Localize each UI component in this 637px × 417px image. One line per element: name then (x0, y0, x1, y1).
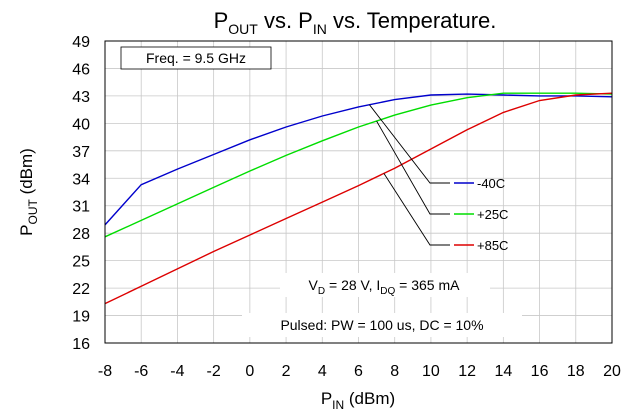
y-tick-label: 34 (72, 171, 90, 188)
x-tick-label: 6 (354, 363, 363, 380)
legend-leader-line (383, 173, 450, 246)
series-line-40c (104, 93, 613, 226)
svg-text:Pulsed: PW = 100 us, DC = 10%: Pulsed: PW = 100 us, DC = 10% (280, 317, 483, 333)
svg-text:VD = 28 V, IDQ = 365 mA: VD = 28 V, IDQ = 365 mA (309, 277, 461, 297)
grid (105, 41, 612, 343)
y-axis-label: POUT (dBm) (17, 148, 40, 236)
series-lines (104, 92, 613, 305)
x-tick-label: -6 (134, 363, 148, 380)
x-tick-label: 10 (422, 363, 440, 380)
y-tick-label: 25 (72, 254, 90, 271)
x-tick-label: -2 (207, 363, 221, 380)
x-axis-label: PIN (dBm) (321, 389, 395, 412)
plot-frame (104, 40, 613, 344)
x-tick-labels: -8 -6 -4 -2 0 2 4 6 8 10 12 14 16 18 20 (98, 363, 621, 380)
freq-annotation: Freq. = 9.5 GHz (120, 46, 272, 70)
x-tick-label: 14 (494, 363, 512, 380)
pulse-annotation: Pulsed: PW = 100 us, DC = 10% (242, 313, 522, 337)
legend-leader-line (376, 120, 450, 215)
x-tick-label: 18 (567, 363, 585, 380)
y-tick-label: 31 (72, 199, 90, 216)
x-tick-label: 2 (282, 363, 291, 380)
x-tick-label: 12 (458, 363, 476, 380)
y-tick-label: 49 (72, 34, 90, 51)
svg-text:Freq. = 9.5 GHz: Freq. = 9.5 GHz (146, 50, 246, 66)
x-tick-label: 0 (245, 363, 254, 380)
y-tick-label: 19 (72, 309, 90, 326)
y-tick-label: 16 (72, 336, 90, 353)
y-tick-label: 22 (72, 281, 90, 298)
series-line-25c (104, 92, 613, 238)
y-tick-label: 37 (72, 144, 90, 161)
x-tick-label: -8 (98, 363, 112, 380)
legend-label: +25C (477, 207, 508, 222)
legend-label: -40C (477, 176, 505, 191)
y-tick-label: 46 (72, 61, 90, 78)
bias-annotation: VD = 28 V, IDQ = 365 mA (280, 273, 490, 297)
x-tick-label: 4 (318, 363, 327, 380)
x-tick-label: -4 (170, 363, 184, 380)
legend-leader-line (369, 104, 450, 184)
x-tick-label: 20 (603, 363, 621, 380)
chart-title: POUT vs. PIN vs. Temperature. (214, 8, 497, 37)
series-line-85c (104, 92, 613, 305)
y-tick-label: 40 (72, 116, 90, 133)
y-tick-labels: 16 19 22 25 28 31 34 37 40 43 46 49 (72, 34, 90, 353)
legend-label: +85C (477, 238, 508, 253)
x-tick-label: 16 (531, 363, 549, 380)
x-tick-label: 8 (390, 363, 399, 380)
y-tick-label: 28 (72, 226, 90, 243)
y-tick-label: 43 (72, 89, 90, 106)
legend: -40C +25C +85C (369, 104, 508, 253)
